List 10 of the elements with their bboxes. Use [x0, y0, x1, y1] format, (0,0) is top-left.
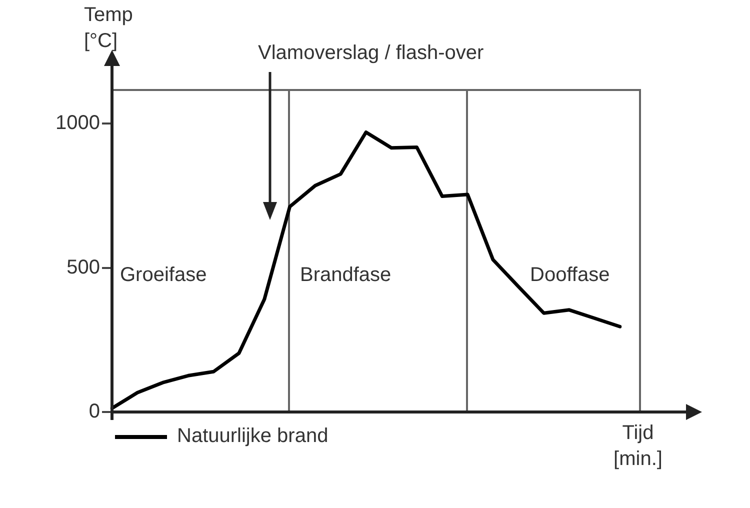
annotation: Groeifase: [120, 263, 207, 288]
x-axis-title: Tijd [min.]: [612, 421, 664, 472]
text: Vlamoverslag / flash-over: [258, 41, 484, 66]
legend-label: Natuurlijke brand: [177, 425, 328, 448]
y-tick-label: 0: [88, 400, 100, 423]
y-axis-title: Temp [°C]: [84, 3, 134, 54]
y-tick-label: 500: [66, 256, 100, 278]
annotation: Dooffase: [530, 263, 610, 288]
annotation: Brandfase: [300, 263, 392, 288]
y-tick-label: 1000: [56, 112, 100, 134]
